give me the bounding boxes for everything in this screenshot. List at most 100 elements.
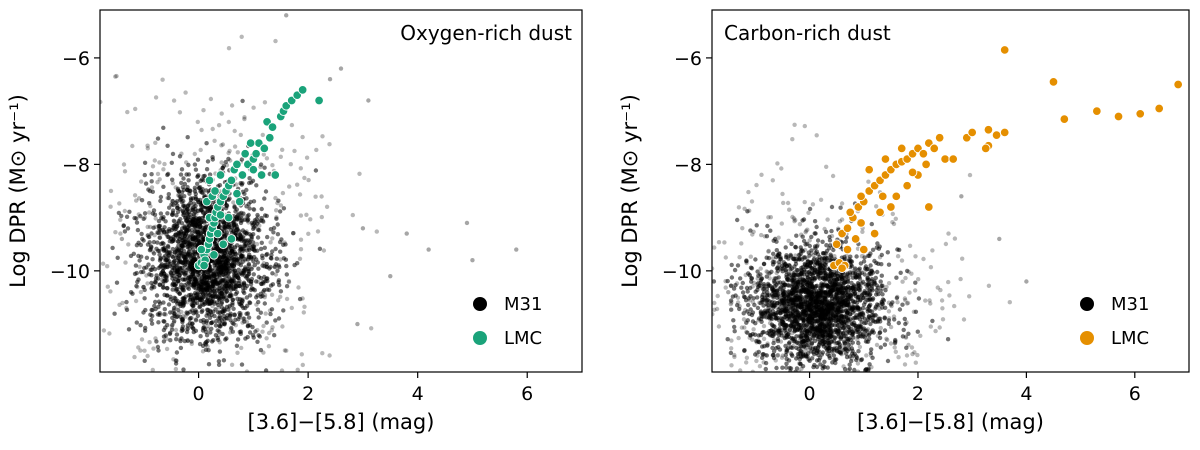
m31-point	[888, 341, 894, 346]
m31-point	[863, 339, 869, 344]
m31-point	[741, 317, 747, 322]
m31-point	[142, 172, 147, 178]
m31-point	[794, 285, 800, 290]
lmc-point	[314, 95, 324, 106]
m31-point	[220, 310, 226, 315]
m31-point	[224, 273, 230, 279]
m31-point	[139, 254, 144, 259]
m31-point	[855, 280, 861, 286]
m31-point	[821, 282, 826, 287]
m31-point	[766, 215, 771, 220]
m31-point	[866, 253, 871, 258]
m31-point	[254, 279, 259, 284]
m31-point	[277, 264, 282, 270]
m31-point	[879, 283, 884, 289]
m31-point	[192, 151, 197, 157]
m31-point	[132, 354, 137, 360]
m31-point	[229, 103, 235, 108]
m31-point	[161, 339, 167, 344]
m31-point	[165, 195, 170, 201]
m31-point	[877, 335, 883, 341]
m31-point	[921, 256, 926, 262]
m31-point	[900, 279, 905, 284]
m31-point	[259, 281, 264, 286]
m31-point	[216, 123, 222, 128]
m31-point	[149, 307, 154, 313]
m31-point	[209, 320, 214, 326]
m31-point	[220, 277, 226, 283]
m31-point	[186, 172, 192, 177]
m31-point	[873, 306, 878, 311]
m31-point	[823, 319, 828, 324]
m31-point	[765, 223, 770, 229]
m31-point	[900, 302, 905, 307]
m31-point	[754, 338, 759, 344]
m31-point	[239, 297, 245, 303]
panel-title: Oxygen-rich dust	[400, 21, 572, 45]
m31-point	[262, 292, 268, 298]
m31-point	[758, 316, 764, 322]
m31-point	[156, 348, 161, 353]
m31-point	[169, 202, 174, 207]
m31-point	[198, 304, 203, 309]
m31-point	[158, 198, 163, 204]
m31-point	[251, 335, 256, 340]
m31-point	[226, 119, 231, 125]
m31-point	[233, 323, 238, 328]
m31-point	[904, 301, 910, 306]
m31-point	[183, 215, 189, 220]
m31-point	[839, 201, 845, 206]
m31-point	[843, 279, 848, 285]
m31-point	[871, 313, 876, 318]
m31-point	[886, 281, 892, 286]
m31-point	[764, 234, 770, 239]
m31-point	[736, 205, 742, 210]
m31-point	[215, 302, 221, 308]
m31-point	[723, 285, 728, 290]
lmc-point	[204, 175, 215, 186]
m31-point	[884, 336, 889, 341]
m31-point	[125, 226, 131, 231]
m31-point	[229, 362, 235, 367]
m31-point	[164, 346, 170, 352]
m31-point	[731, 286, 737, 291]
m31-point	[247, 293, 253, 298]
m31-point	[189, 227, 194, 233]
m31-point	[189, 339, 194, 344]
m31-point	[886, 321, 891, 326]
m31-point	[237, 211, 242, 216]
m31-point	[288, 162, 293, 167]
m31-point	[757, 283, 763, 288]
m31-point	[775, 161, 780, 166]
m31-point	[233, 251, 239, 257]
y-ticks: −10−8−6	[50, 48, 100, 283]
m31-point	[244, 187, 249, 193]
y-tick-label: −8	[62, 154, 90, 176]
m31-point	[125, 109, 130, 115]
m31-point	[246, 315, 252, 320]
m31-point	[758, 266, 763, 271]
m31-point	[846, 368, 851, 372]
m31-point	[186, 219, 191, 225]
m31-point-cloud	[712, 122, 1012, 372]
m31-point	[765, 290, 770, 295]
m31-point	[148, 203, 153, 209]
m31-point	[276, 298, 281, 303]
m31-point	[182, 181, 188, 187]
m31-point	[157, 177, 162, 182]
m31-point	[174, 337, 179, 342]
m31-point	[220, 142, 226, 147]
m31-point	[262, 165, 267, 170]
m31-point	[180, 299, 185, 304]
m31-point	[846, 329, 851, 334]
m31-point	[181, 288, 186, 293]
m31-point	[836, 340, 841, 346]
m31-point	[909, 271, 914, 276]
m31-point	[150, 257, 155, 262]
m31-point	[880, 305, 885, 310]
m31-point	[822, 258, 828, 263]
m31-point	[185, 281, 190, 286]
m31-point	[232, 245, 238, 250]
m31-point	[198, 334, 203, 339]
m31-point	[874, 342, 880, 348]
